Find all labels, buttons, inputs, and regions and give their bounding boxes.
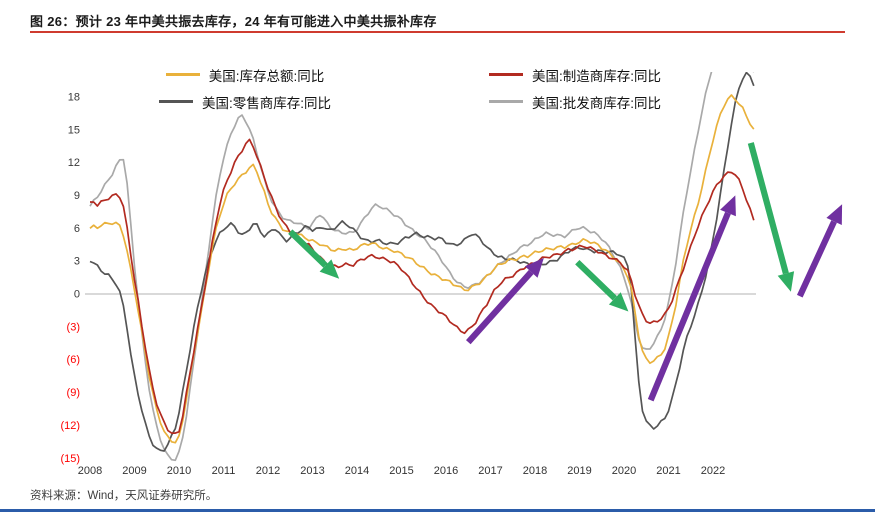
legend-swatch-total-inventory	[165, 73, 200, 76]
legend-label-manufacturer-inventory: 美国:制造商库存:同比	[531, 68, 661, 84]
svg-text:2022: 2022	[701, 465, 725, 477]
legend-item-total-inventory: 美国:库存总额:同比	[80, 62, 410, 87]
legend-label-retailer-inventory: 美国:零售商库存:同比	[201, 95, 331, 111]
legend-item-retailer-inventory: 美国:零售商库存:同比	[80, 89, 410, 114]
legend-label-total-inventory: 美国:库存总额:同比	[208, 68, 325, 84]
svg-text:(6): (6)	[67, 354, 80, 366]
svg-text:2018: 2018	[523, 465, 547, 477]
svg-text:2020: 2020	[612, 465, 636, 477]
svg-text:12: 12	[68, 157, 80, 169]
svg-text:2009: 2009	[122, 465, 146, 477]
svg-text:2008: 2008	[78, 465, 102, 477]
svg-text:2021: 2021	[656, 465, 680, 477]
svg-text:2019: 2019	[567, 465, 591, 477]
footer-divider-line	[0, 509, 875, 512]
svg-text:2016: 2016	[434, 465, 458, 477]
legend-swatch-retailer-inventory	[158, 100, 193, 103]
svg-text:2014: 2014	[345, 465, 369, 477]
figure-title: 图 26：预计 23 年中美共振去库存，24 年有可能进入中美共振补库存	[30, 14, 437, 29]
svg-text:(12): (12)	[60, 420, 80, 432]
svg-text:2013: 2013	[300, 465, 324, 477]
svg-text:(15): (15)	[60, 453, 80, 465]
data-source-note: 资料来源：Wind，天风证券研究所。	[30, 490, 218, 502]
svg-text:2017: 2017	[478, 465, 502, 477]
svg-text:3: 3	[74, 256, 80, 268]
svg-text:(3): (3)	[67, 321, 80, 333]
svg-text:2011: 2011	[212, 465, 236, 477]
svg-text:6: 6	[74, 223, 80, 235]
svg-text:18: 18	[68, 91, 80, 103]
legend: 美国:库存总额:同比 美国:制造商库存:同比 美国:零售商库存:同比 美国:批发…	[80, 62, 740, 114]
legend-swatch-wholesaler-inventory	[488, 100, 523, 103]
legend-swatch-manufacturer-inventory	[488, 73, 523, 76]
legend-item-manufacturer-inventory: 美国:制造商库存:同比	[410, 62, 740, 87]
legend-label-wholesaler-inventory: 美国:批发商库存:同比	[531, 95, 661, 111]
svg-text:(9): (9)	[67, 387, 80, 399]
title-divider-line	[30, 31, 845, 33]
svg-text:0: 0	[74, 289, 80, 301]
svg-text:2015: 2015	[389, 465, 413, 477]
svg-text:9: 9	[74, 190, 80, 202]
svg-text:15: 15	[68, 124, 80, 136]
svg-text:2012: 2012	[256, 465, 280, 477]
svg-text:2010: 2010	[167, 465, 191, 477]
legend-item-wholesaler-inventory: 美国:批发商库存:同比	[410, 89, 740, 114]
